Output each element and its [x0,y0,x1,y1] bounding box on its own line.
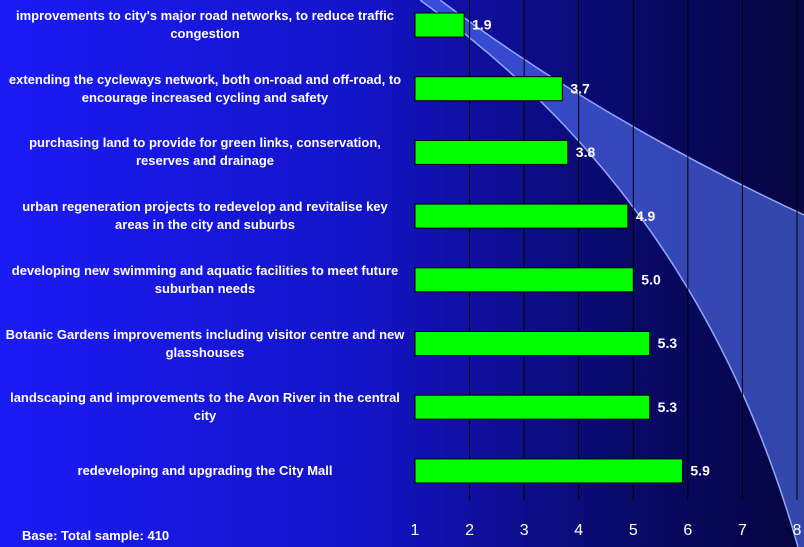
x-tick-label: 4 [574,522,583,539]
category-label: developing new swimming and aquatic faci… [11,262,399,296]
value-label: 5.9 [690,463,710,479]
bar [414,331,651,356]
category-label: Botanic Gardens improvements including v… [5,326,405,360]
category-label: purchasing land to provide for green lin… [29,135,381,169]
bar [414,12,465,38]
category-label: improvements to city's major road networ… [15,8,395,41]
decoration [439,0,804,216]
value-label: 5.0 [641,272,661,288]
bar [414,394,651,420]
value-label: 1.9 [472,17,492,33]
x-tick-label: 2 [465,522,474,539]
decoration [420,0,804,547]
category-label: urban regeneration projects to redevelop… [22,199,388,233]
bar [414,203,629,229]
value-label: 5.3 [658,335,678,351]
footnote: Base: Total sample: 410 [22,528,170,543]
category-label: redeveloping and upgrading the City Mall [77,462,333,478]
value-label: 3.7 [570,80,590,96]
value-label: 5.3 [658,399,678,415]
x-tick-label: 7 [738,522,747,539]
bar [414,267,634,293]
category-label: extending the cycleways network, both on… [8,71,402,105]
bar [414,139,569,165]
bar [414,458,683,484]
decoration [419,0,799,547]
x-tick-label: 6 [683,522,692,539]
category-label: landscaping and improvements to the Avon… [10,390,400,424]
x-tick-label: 3 [520,522,529,539]
bar [414,76,563,102]
x-tick-label: 8 [793,522,802,539]
x-tick-label: 1 [411,522,420,539]
value-label: 4.9 [636,208,656,224]
x-tick-label: 5 [629,522,638,539]
value-label: 3.8 [576,144,596,160]
